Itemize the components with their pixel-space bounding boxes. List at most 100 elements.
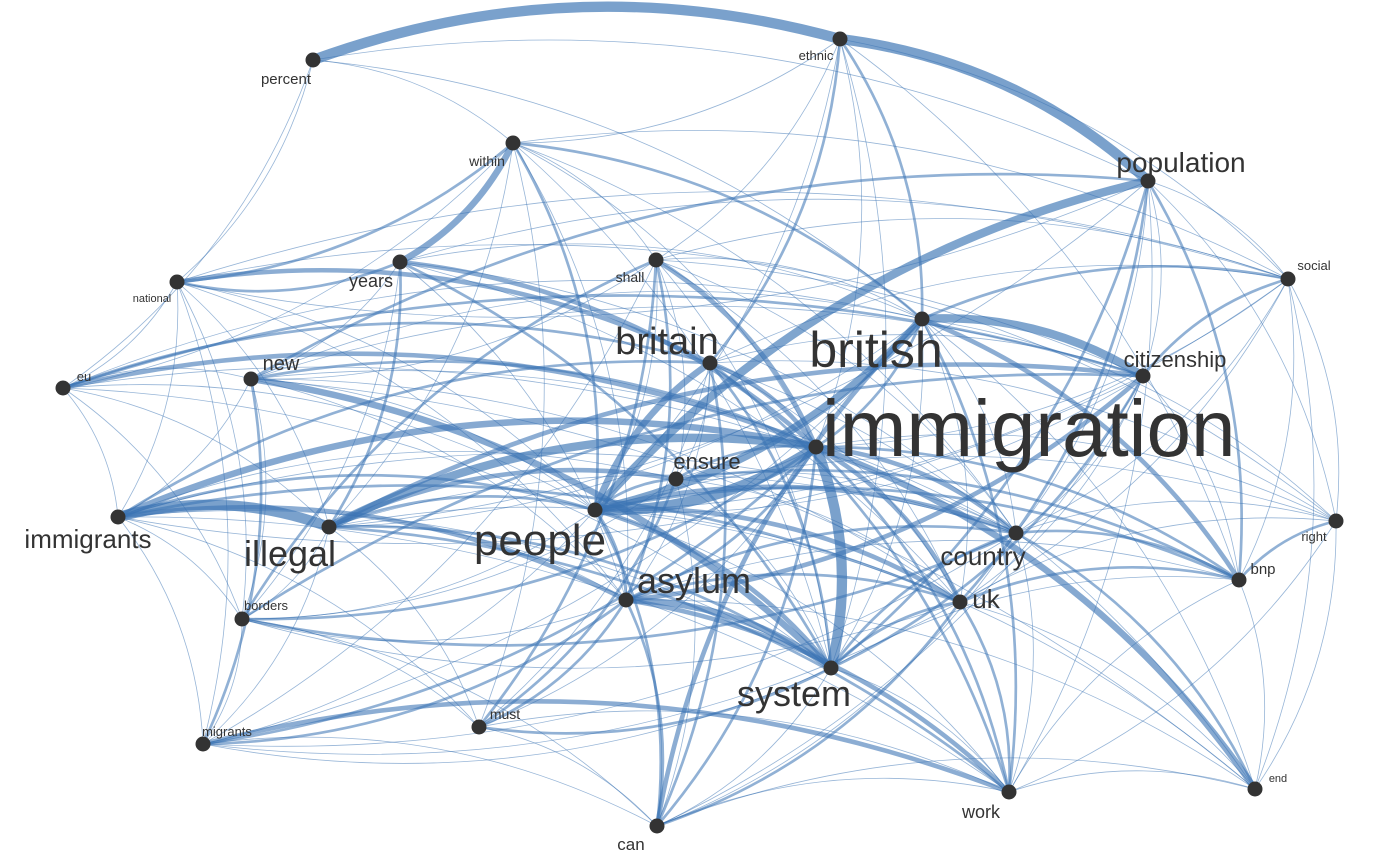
edge-immigration-right: [815, 433, 1337, 522]
edge-percent-within: [312, 59, 514, 144]
edge-british-migrants: [202, 318, 923, 745]
node-shall[interactable]: [648, 252, 664, 268]
edge-illegal-migrants: [202, 526, 330, 745]
edge-illegal-immigration: [324, 433, 821, 532]
edge-eu-new: [62, 367, 252, 389]
edge-within-people: [511, 141, 600, 512]
node-population[interactable]: [1140, 173, 1156, 189]
node-within[interactable]: [505, 135, 521, 151]
label-immigration: immigration: [822, 384, 1235, 473]
edge-years-uk: [399, 261, 961, 603]
node-ensure[interactable]: [668, 471, 684, 487]
edge-shall-new: [250, 259, 657, 380]
edge-britain-work: [708, 361, 1011, 794]
edge-new-people: [250, 378, 596, 511]
edge-immigrants-immigration: [114, 417, 820, 521]
edge-years-british: [399, 243, 923, 320]
node-asylum[interactable]: [618, 592, 634, 608]
node-right[interactable]: [1328, 513, 1344, 529]
edge-new-borders: [241, 378, 267, 620]
edge-citizenship-social: [1141, 277, 1290, 378]
edge-immigration-work: [814, 445, 1011, 794]
edge-within-eu: [62, 142, 514, 389]
node-end[interactable]: [1247, 781, 1263, 797]
node-national[interactable]: [169, 274, 185, 290]
edge-people-can: [593, 508, 663, 828]
edge-shall-migrants: [202, 259, 657, 745]
edge-social-country: [1015, 278, 1289, 534]
edge-ethnic-british: [838, 37, 924, 321]
node-british[interactable]: [914, 311, 930, 327]
edge-new-immigrants: [117, 378, 252, 518]
edge-social-uk: [959, 278, 1289, 603]
edge-immigration-can: [655, 445, 818, 828]
edge-national-citizenship: [176, 244, 1144, 377]
node-years[interactable]: [392, 254, 408, 270]
edge-population-national: [176, 180, 1149, 318]
edge-british-end: [921, 318, 1256, 790]
node-citizenship[interactable]: [1135, 368, 1151, 384]
node-eu[interactable]: [55, 380, 71, 396]
node-new[interactable]: [243, 371, 259, 387]
edge-people-britain: [591, 359, 714, 514]
node-britain[interactable]: [702, 355, 718, 371]
node-borders[interactable]: [234, 611, 250, 627]
edge-ethnic-shall: [655, 38, 841, 261]
node-social[interactable]: [1280, 271, 1296, 287]
node-people[interactable]: [587, 502, 603, 518]
edge-immigrants-system: [117, 510, 832, 669]
edge-country-borders: [240, 531, 1018, 647]
node-percent[interactable]: [305, 52, 321, 68]
node-work[interactable]: [1001, 784, 1017, 800]
edge-people-ensure: [593, 477, 678, 512]
node-ethnic[interactable]: [832, 31, 848, 47]
edge-asylum-migrants: [201, 598, 628, 746]
node-immigrants[interactable]: [110, 509, 126, 525]
node-uk[interactable]: [952, 594, 968, 610]
edge-shall-british: [655, 257, 923, 320]
node-can[interactable]: [649, 818, 665, 834]
edge-illegal-people: [327, 495, 597, 529]
edge-work-end: [1008, 770, 1256, 793]
edge-people-bnp: [593, 486, 1241, 582]
edge-right-end: [1254, 520, 1337, 790]
label-years: years: [349, 271, 393, 291]
label-britain: britain: [615, 321, 719, 363]
edge-immigrants-borders: [117, 516, 243, 620]
node-illegal[interactable]: [321, 519, 337, 535]
edge-bnp-right: [1237, 519, 1338, 582]
edge-ensure-must: [477, 477, 678, 729]
node-immigration[interactable]: [808, 439, 824, 455]
edge-british-illegal: [328, 318, 923, 528]
label-country: country: [940, 541, 1025, 571]
edge-illegal-uk: [328, 506, 961, 603]
edge-british-ensure: [675, 318, 923, 480]
edge-new-country: [250, 370, 1017, 534]
node-bnp[interactable]: [1231, 572, 1247, 588]
node-system[interactable]: [823, 660, 839, 676]
label-immigrants: immigrants: [24, 524, 151, 554]
edge-new-british: [250, 290, 923, 380]
node-migrants[interactable]: [195, 736, 211, 752]
edge-british-right: [921, 318, 1337, 522]
edge-years-illegal: [327, 260, 402, 529]
edge-people-right: [594, 455, 1337, 522]
edge-years-social: [399, 198, 1289, 280]
edge-national-social: [176, 191, 1289, 283]
label-ensure: ensure: [673, 449, 740, 474]
label-british: british: [809, 322, 942, 378]
edge-social-right: [1287, 278, 1340, 522]
node-must[interactable]: [471, 719, 487, 735]
edge-borders-can: [241, 618, 658, 827]
node-country[interactable]: [1008, 525, 1024, 541]
label-system: system: [737, 673, 851, 714]
label-population: population: [1116, 147, 1245, 178]
edge-britain-must: [478, 362, 711, 728]
edge-uk-bnp: [958, 565, 1241, 604]
edge-british-citizenship: [917, 314, 1148, 381]
label-national: national: [133, 293, 172, 305]
label-work: work: [961, 802, 1001, 822]
edge-national-immigrants: [117, 281, 179, 518]
edge-asylum-uk: [624, 572, 962, 604]
edge-immigrants-ensure: [117, 450, 677, 518]
